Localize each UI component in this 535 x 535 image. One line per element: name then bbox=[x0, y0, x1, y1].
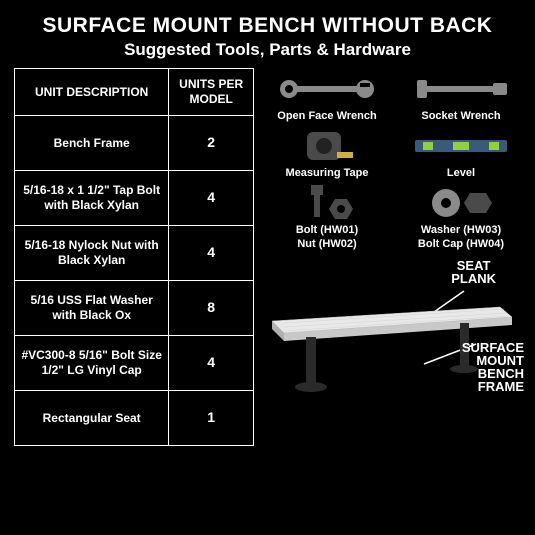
tool-label: Level bbox=[398, 167, 524, 180]
cell-desc: 5/16-18 x 1 1/2" Tap Bolt with Black Xyl… bbox=[15, 171, 169, 226]
cell-qty: 4 bbox=[169, 336, 254, 391]
cell-desc: 5/16-18 Nylock Nut with Black Xylan bbox=[15, 226, 169, 281]
tool-item: Level bbox=[398, 127, 524, 180]
table-row: 5/16-18 Nylock Nut with Black Xylan4 bbox=[15, 226, 254, 281]
tool-label: Measuring Tape bbox=[264, 167, 390, 180]
header: SURFACE MOUNT BENCH WITHOUT BACK Suggest… bbox=[0, 0, 535, 68]
washer-cap-icon bbox=[398, 184, 524, 222]
cell-desc: Bench Frame bbox=[15, 116, 169, 171]
tool-item: Socket Wrench bbox=[398, 70, 524, 123]
tool-label: Socket Wrench bbox=[398, 110, 524, 123]
cell-desc: 5/16 USS Flat Washer with Black Ox bbox=[15, 281, 169, 336]
table-header-row: UNIT DESCRIPTION UNITS PER MODEL bbox=[15, 69, 254, 116]
cell-qty: 1 bbox=[169, 391, 254, 446]
seat-plank-label: SEAT PLANK bbox=[451, 259, 496, 285]
tool-label: Bolt (HW01) Nut (HW02) bbox=[264, 224, 390, 250]
col-header-qty: UNITS PER MODEL bbox=[169, 69, 254, 116]
right-panel: Open Face Wrench Socket Wrench Measuring T… bbox=[264, 68, 524, 446]
seat-plank-text: SEAT PLANK bbox=[451, 258, 496, 286]
tape-icon bbox=[264, 127, 390, 165]
frame-label-text: SURFACE MOUNT BENCH FRAME bbox=[462, 340, 524, 394]
tool-label: Open Face Wrench bbox=[264, 110, 390, 123]
cell-qty: 2 bbox=[169, 116, 254, 171]
cell-qty: 8 bbox=[169, 281, 254, 336]
table-row: 5/16-18 x 1 1/2" Tap Bolt with Black Xyl… bbox=[15, 171, 254, 226]
table-row: Bench Frame2 bbox=[15, 116, 254, 171]
tool-item: Open Face Wrench bbox=[264, 70, 390, 123]
cell-qty: 4 bbox=[169, 171, 254, 226]
table-row: 5/16 USS Flat Washer with Black Ox8 bbox=[15, 281, 254, 336]
cell-qty: 4 bbox=[169, 226, 254, 281]
frame-label: SURFACE MOUNT BENCH FRAME bbox=[462, 341, 524, 393]
tool-item: Bolt (HW01) Nut (HW02) bbox=[264, 184, 390, 250]
tools-grid: Open Face Wrench Socket Wrench Measuring T… bbox=[264, 68, 524, 251]
socket-wrench-icon bbox=[398, 70, 524, 108]
level-icon bbox=[398, 127, 524, 165]
bench-diagram: SEAT PLANK bbox=[264, 259, 524, 409]
table-row: #VC300-8 5/16" Bolt Size 1/2" LG Vinyl C… bbox=[15, 336, 254, 391]
cell-desc: #VC300-8 5/16" Bolt Size 1/2" LG Vinyl C… bbox=[15, 336, 169, 391]
tool-item: Measuring Tape bbox=[264, 127, 390, 180]
tool-label: Washer (HW03) Bolt Cap (HW04) bbox=[398, 224, 524, 250]
open-wrench-icon bbox=[264, 70, 390, 108]
tool-item: Washer (HW03) Bolt Cap (HW04) bbox=[398, 184, 524, 250]
page-subtitle: Suggested Tools, Parts & Hardware bbox=[0, 40, 535, 60]
cell-desc: Rectangular Seat bbox=[15, 391, 169, 446]
table-row: Rectangular Seat1 bbox=[15, 391, 254, 446]
page-title: SURFACE MOUNT BENCH WITHOUT BACK bbox=[0, 14, 535, 38]
parts-table: UNIT DESCRIPTION UNITS PER MODEL Bench F… bbox=[14, 68, 254, 446]
bolt-nut-icon bbox=[264, 184, 390, 222]
col-header-desc: UNIT DESCRIPTION bbox=[15, 69, 169, 116]
main-content: UNIT DESCRIPTION UNITS PER MODEL Bench F… bbox=[0, 68, 535, 446]
